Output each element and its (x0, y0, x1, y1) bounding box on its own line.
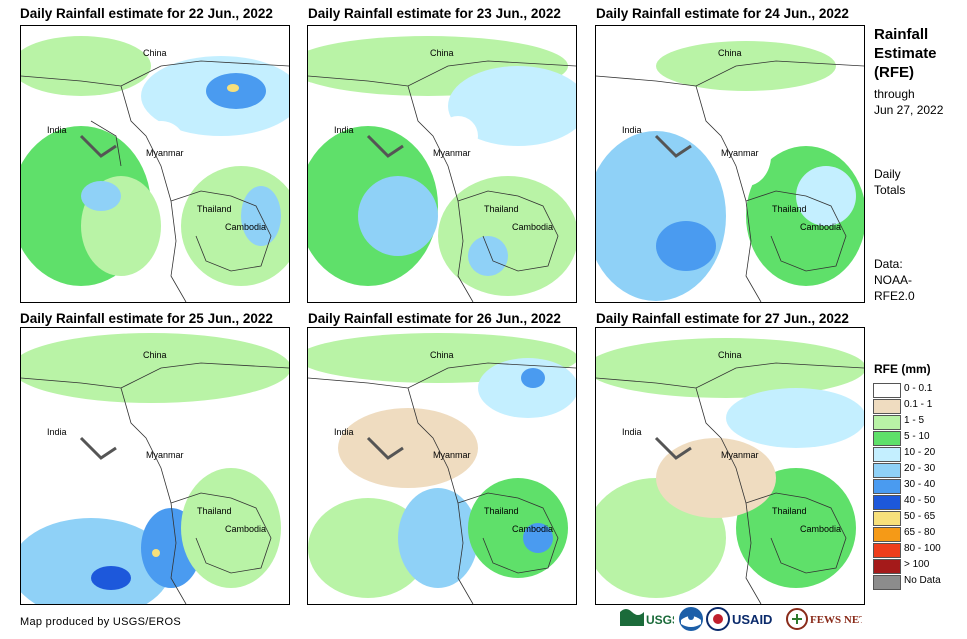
legend-swatch (873, 527, 901, 542)
legend-swatch (873, 415, 901, 430)
label-myanmar: Myanmar (721, 450, 759, 460)
label-myanmar: Myanmar (721, 148, 759, 158)
panel-title: Daily Rainfall estimate for 25 Jun., 202… (20, 311, 273, 326)
label-thailand: Thailand (484, 204, 519, 214)
panel-title: Daily Rainfall estimate for 26 Jun., 202… (308, 311, 561, 326)
legend-label: 30 - 40 (904, 479, 936, 490)
rainfall-map[interactable]: China India Myanmar Thailand Cambodia (595, 327, 865, 605)
label-myanmar: Myanmar (146, 148, 184, 158)
svg-text:USGS: USGS (646, 613, 674, 627)
svg-text:USAID: USAID (732, 612, 772, 627)
legend-swatch (873, 575, 901, 590)
legend-label: 20 - 30 (904, 463, 936, 474)
map-shapes (596, 338, 864, 604)
rainfall-map[interactable]: China India Myanmar Thailand Cambodia (20, 327, 290, 605)
legend-swatch (873, 463, 901, 478)
legend-label: 40 - 50 (904, 495, 936, 506)
panel-title: Daily Rainfall estimate for 27 Jun., 202… (596, 311, 849, 326)
label-myanmar: Myanmar (146, 450, 184, 460)
label-myanmar: Myanmar (433, 148, 471, 158)
legend-label: 65 - 80 (904, 527, 936, 538)
label-cambodia: Cambodia (800, 222, 842, 232)
legend-swatch (873, 431, 901, 446)
legend-label: 1 - 5 (904, 415, 925, 426)
label-thailand: Thailand (484, 506, 519, 516)
label-india: India (622, 125, 642, 135)
map-shapes (308, 333, 576, 604)
panel-title: Daily Rainfall estimate for 23 Jun., 202… (308, 6, 561, 21)
label-myanmar: Myanmar (433, 450, 471, 460)
panel-title: Daily Rainfall estimate for 24 Jun., 202… (596, 6, 849, 21)
legend-label: 0 - 0.1 (904, 383, 933, 394)
legend-label: No Data (904, 575, 941, 586)
through-date: through Jun 27, 2022 (874, 87, 944, 117)
legend-swatch (873, 479, 901, 494)
legend-swatch (873, 447, 901, 462)
legend-label: 5 - 10 (904, 431, 930, 442)
label-india: India (47, 427, 67, 437)
daily-totals: Daily Totals (874, 167, 906, 197)
label-india: India (334, 125, 354, 135)
label-india: India (334, 427, 354, 437)
fewsnet-logo: FEWS NET (786, 606, 867, 632)
panel-title: Daily Rainfall estimate for 22 Jun., 202… (20, 6, 273, 21)
label-china: China (430, 48, 454, 58)
label-thailand: Thailand (772, 506, 807, 516)
legend-label: > 100 (904, 559, 930, 570)
legend-label: 0.1 - 1 (904, 399, 933, 410)
label-thailand: Thailand (197, 204, 232, 214)
label-india: India (622, 427, 642, 437)
legend-swatch (873, 399, 901, 414)
legend-swatch (873, 495, 901, 510)
legend-swatch (873, 559, 901, 574)
label-thailand: Thailand (197, 506, 232, 516)
label-china: China (143, 350, 167, 360)
usgs-logo: USGS (618, 606, 680, 632)
label-cambodia: Cambodia (800, 524, 842, 534)
label-china: China (430, 350, 454, 360)
map-shapes (21, 333, 289, 604)
map-credit: Map produced by USGS/EROS (20, 616, 181, 628)
label-thailand: Thailand (772, 204, 807, 214)
usaid-logo: USAID (706, 606, 784, 632)
map-shapes (596, 41, 864, 302)
rainfall-map[interactable]: China India Myanmar Thailand Cambodia (20, 25, 290, 303)
label-cambodia: Cambodia (225, 222, 267, 232)
svg-text:FEWS NET: FEWS NET (810, 614, 862, 626)
rainfall-map[interactable]: China India Myanmar Thailand Cambodia (307, 25, 577, 303)
data-source: Data: NOAA- RFE2.0 (874, 257, 915, 303)
label-china: China (718, 48, 742, 58)
label-india: India (47, 125, 67, 135)
rainfall-map[interactable]: China India Myanmar Thailand Cambodia (307, 327, 577, 605)
legend-swatch (873, 543, 901, 558)
legend-label: 80 - 100 (904, 543, 941, 554)
noaa-logo (678, 606, 704, 632)
legend-title: RFE (mm) (874, 362, 931, 376)
map-shapes (308, 36, 576, 302)
label-cambodia: Cambodia (512, 222, 554, 232)
map-shapes (21, 36, 289, 302)
rfe-title: Rainfall Estimate (RFE) (874, 26, 937, 81)
legend-swatch (873, 383, 901, 398)
label-cambodia: Cambodia (512, 524, 554, 534)
legend-label: 10 - 20 (904, 447, 936, 458)
legend-swatch (873, 511, 901, 526)
label-china: China (718, 350, 742, 360)
label-cambodia: Cambodia (225, 524, 267, 534)
legend-label: 50 - 65 (904, 511, 936, 522)
label-china: China (143, 48, 167, 58)
rainfall-map[interactable]: China India Myanmar Thailand Cambodia (595, 25, 865, 303)
